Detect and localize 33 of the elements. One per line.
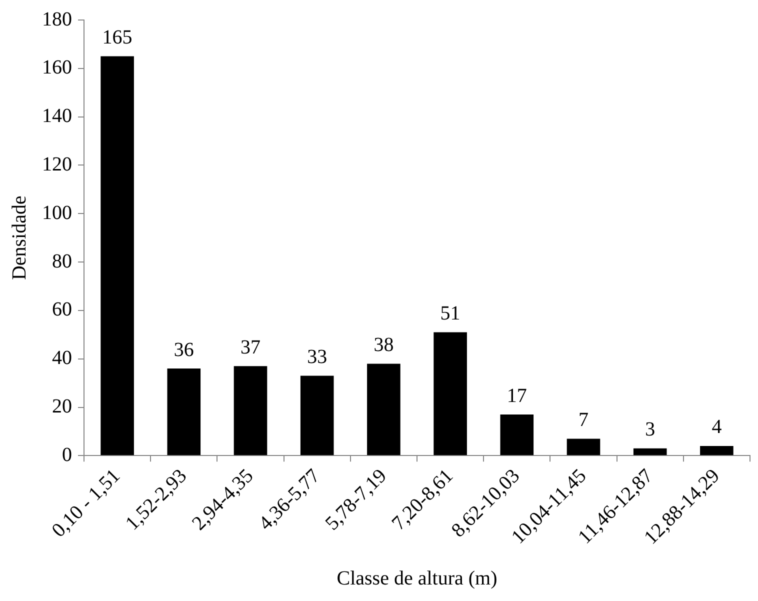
y-tick-label: 80 xyxy=(52,250,72,272)
y-tick-label: 60 xyxy=(52,298,72,321)
bar xyxy=(434,332,467,456)
bar xyxy=(500,414,534,456)
data-label: 51 xyxy=(440,302,460,324)
bar xyxy=(167,368,201,456)
bar xyxy=(234,366,268,456)
bar xyxy=(100,56,134,456)
data-label: 165 xyxy=(102,26,132,49)
bar xyxy=(367,364,400,456)
bar xyxy=(300,376,334,456)
x-axis-title: Classe de altura (m) xyxy=(336,567,498,590)
y-tick-label: 160 xyxy=(42,56,72,79)
data-label: 17 xyxy=(506,384,527,407)
y-tick-label: 100 xyxy=(42,202,72,224)
x-tick-label: 0,10 - 1,51 xyxy=(48,464,125,542)
y-tick-label: 180 xyxy=(42,8,72,30)
y-tick-label: 140 xyxy=(42,105,72,128)
y-tick-label: 0 xyxy=(62,444,72,466)
bar xyxy=(633,448,667,456)
data-label: 4 xyxy=(712,416,722,438)
y-tick-label: 40 xyxy=(52,347,72,370)
data-label: 3 xyxy=(645,418,656,441)
y-axis-title: Densidade xyxy=(8,196,30,280)
bar xyxy=(566,438,600,456)
y-tick-label: 120 xyxy=(42,153,72,176)
bar xyxy=(700,446,734,456)
y-tick-label: 20 xyxy=(52,396,72,418)
data-label: 33 xyxy=(307,346,328,368)
data-label: 37 xyxy=(240,336,260,358)
data-label: 7 xyxy=(578,408,588,431)
data-label: 38 xyxy=(374,334,394,356)
data-label: 36 xyxy=(174,338,194,361)
